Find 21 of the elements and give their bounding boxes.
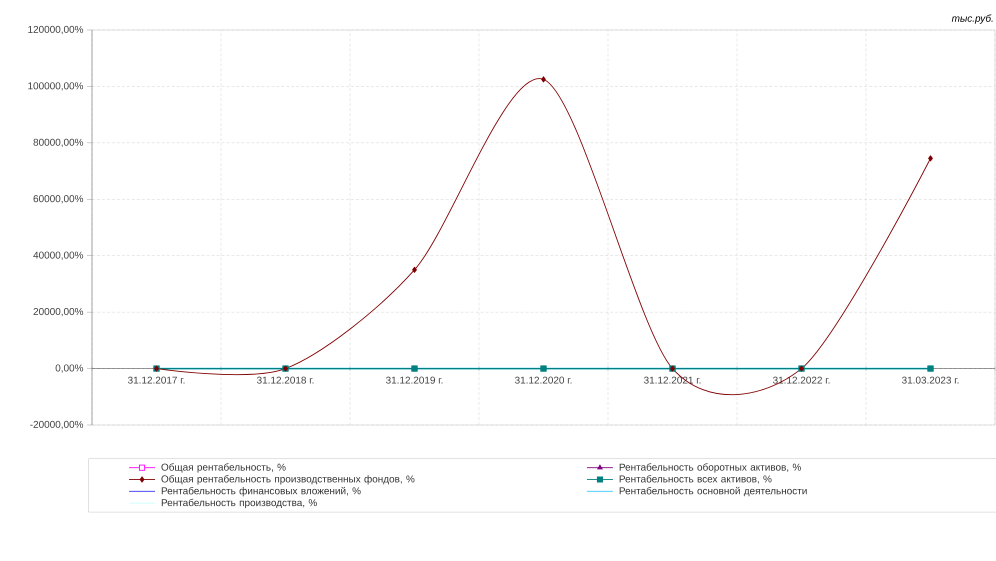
- y-tick-label: 40000,00%: [33, 252, 84, 260]
- x-tick-label: 31.12.2017 г.: [128, 376, 184, 384]
- legend-label: Рентабельность оборотных активов, %: [620, 463, 801, 473]
- x-tick-label: 31.12.2019 г.: [386, 376, 442, 384]
- legend-label: Рентабельность всех активов, %: [620, 475, 772, 484]
- x-tick-label: 31.12.2020 г.: [514, 376, 572, 384]
- y-tick-label: 100000,00%: [28, 82, 84, 91]
- text: тыс.руб.: [952, 14, 993, 24]
- legend-label: Рентабельность производства, %: [162, 498, 317, 508]
- legend-label: Рентабельность финансовых вложений, %: [162, 486, 361, 496]
- y-tick-label: -20000,00%: [30, 420, 84, 430]
- x-tick-label: 31.03.2023 г.: [902, 376, 958, 384]
- y-tick-label: 0,00%: [56, 364, 84, 373]
- y-tick-label: 120000,00%: [28, 26, 84, 34]
- legend-label: Общая рентабельность, %: [161, 463, 286, 473]
- y-tick-label: 20000,00%: [34, 308, 84, 316]
- y-tick-label: 80000,00%: [34, 138, 84, 147]
- y-tick-label: 60000,00%: [34, 195, 84, 204]
- legend-label: Общая рентабельность производственных фондов, %: [161, 475, 414, 484]
- legend-label: Рентабельность основной деятельности: [620, 486, 807, 496]
- x-tick-label: 31.12.2018 г.: [256, 376, 314, 384]
